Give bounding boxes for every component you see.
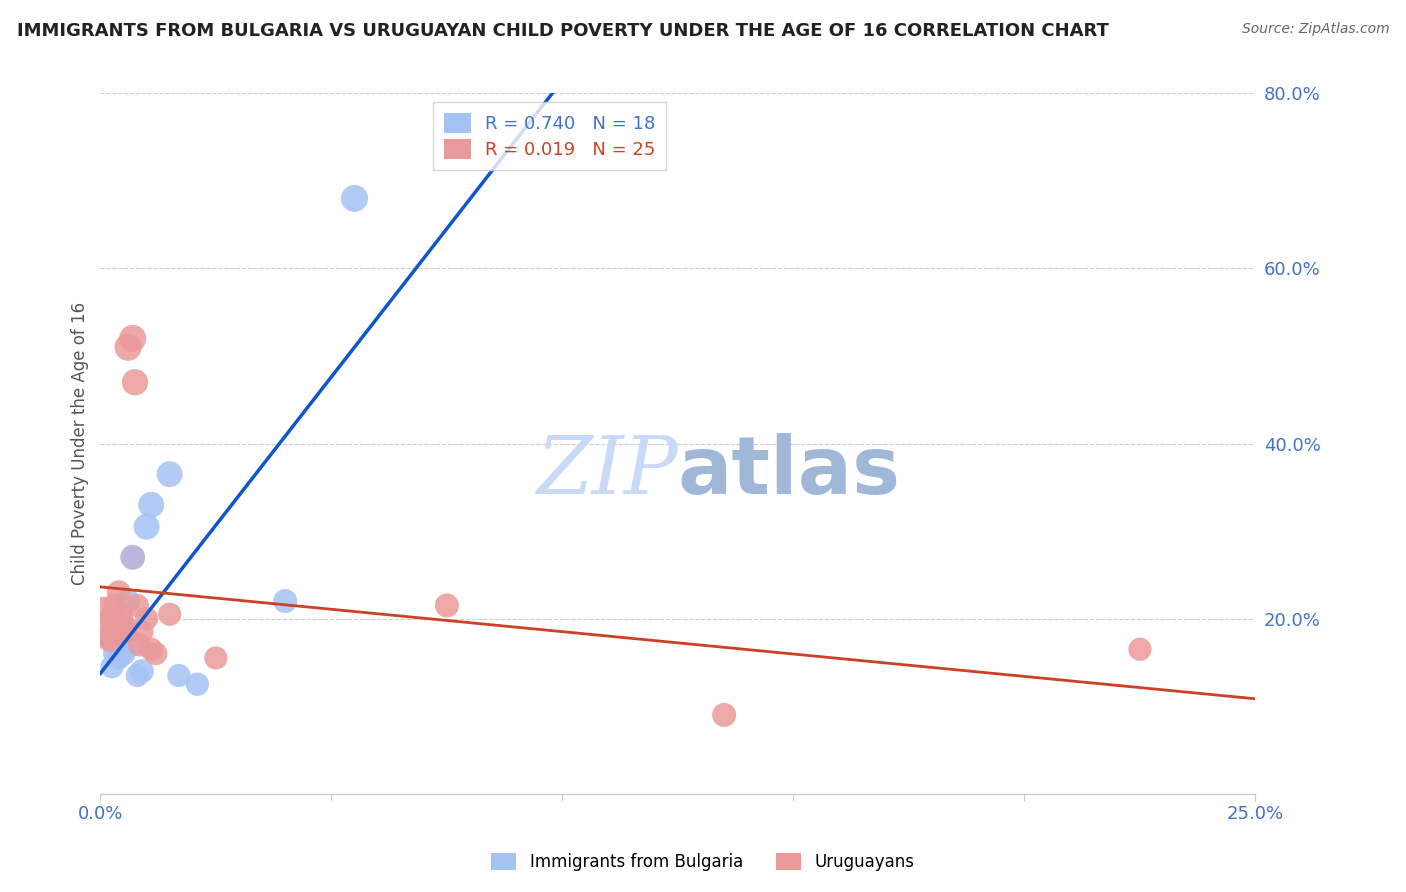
Point xyxy=(112,615,135,630)
Point xyxy=(108,651,131,665)
Point xyxy=(167,668,190,682)
Point xyxy=(205,651,228,665)
Point xyxy=(127,599,149,613)
Point xyxy=(96,629,118,643)
Y-axis label: Child Poverty Under the Age of 16: Child Poverty Under the Age of 16 xyxy=(72,302,89,585)
Point xyxy=(135,519,157,533)
Point xyxy=(159,467,181,482)
Point xyxy=(436,599,458,613)
Point xyxy=(121,550,143,565)
Point xyxy=(121,638,143,652)
Point xyxy=(127,668,149,682)
Point xyxy=(96,629,118,643)
Point xyxy=(117,594,139,608)
Point xyxy=(105,620,128,634)
Point xyxy=(1129,642,1152,657)
Point xyxy=(114,620,136,634)
Text: atlas: atlas xyxy=(678,433,901,510)
Text: Source: ZipAtlas.com: Source: ZipAtlas.com xyxy=(1241,22,1389,37)
Point xyxy=(101,659,124,673)
Text: ZIP: ZIP xyxy=(536,433,678,510)
Point xyxy=(141,642,163,657)
Point xyxy=(114,624,136,639)
Point xyxy=(186,677,208,691)
Point xyxy=(105,633,128,648)
Point xyxy=(131,664,153,678)
Point xyxy=(128,638,150,652)
Point xyxy=(117,340,139,354)
Point xyxy=(103,599,125,613)
Point xyxy=(343,191,366,205)
Legend: R = 0.740   N = 18, R = 0.019   N = 25: R = 0.740 N = 18, R = 0.019 N = 25 xyxy=(433,103,666,170)
Point xyxy=(145,647,167,661)
Point xyxy=(121,331,143,345)
Point xyxy=(108,585,131,599)
Point xyxy=(131,624,153,639)
Point xyxy=(110,607,132,622)
Point xyxy=(159,607,181,622)
Point xyxy=(713,707,735,722)
Point xyxy=(135,611,157,625)
Text: IMMIGRANTS FROM BULGARIA VS URUGUAYAN CHILD POVERTY UNDER THE AGE OF 16 CORRELAT: IMMIGRANTS FROM BULGARIA VS URUGUAYAN CH… xyxy=(17,22,1109,40)
Point xyxy=(124,376,146,390)
Point xyxy=(141,498,163,512)
Point xyxy=(91,603,114,617)
Point xyxy=(274,594,297,608)
Point xyxy=(103,647,125,661)
Point xyxy=(101,611,124,625)
Point xyxy=(94,615,117,630)
Point xyxy=(112,647,135,661)
Point xyxy=(98,633,121,648)
Legend: Immigrants from Bulgaria, Uruguayans: Immigrants from Bulgaria, Uruguayans xyxy=(484,845,922,880)
